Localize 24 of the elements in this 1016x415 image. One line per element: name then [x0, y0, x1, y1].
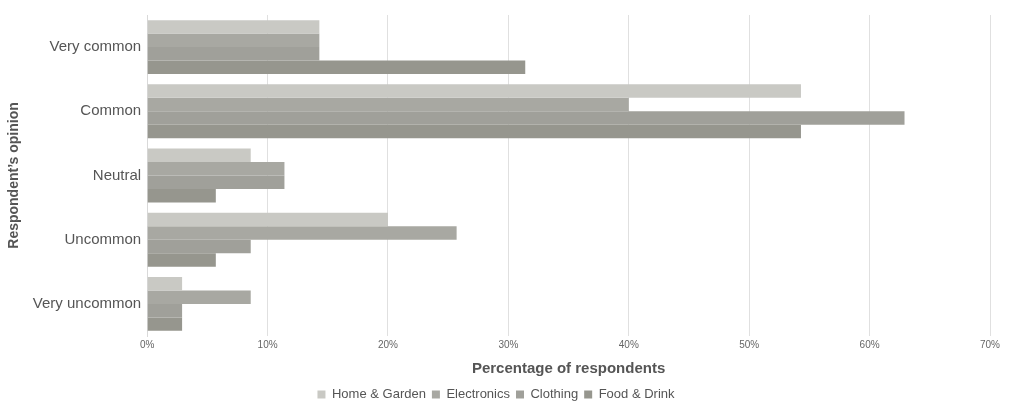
legend-label: Food & Drink	[598, 386, 676, 402]
bar	[147, 276, 183, 291]
y-axis-title: Respondent’s opinion	[5, 102, 22, 249]
legend-label: Clothing	[530, 386, 579, 402]
x-tick-label: 20%	[377, 338, 399, 350]
bar	[147, 148, 251, 163]
bar	[147, 212, 388, 227]
x-tick-label: 10%	[257, 338, 278, 350]
y-tick-label: Very uncommon	[32, 294, 142, 312]
x-tick-label: 50%	[739, 338, 760, 350]
x-tick-label: 70%	[979, 338, 1001, 350]
y-tick-label: Very common	[49, 37, 142, 55]
x-tick-label: 40%	[618, 338, 639, 350]
x-tick-label: 60%	[859, 338, 880, 350]
bar	[147, 84, 801, 98]
x-tick-label: 30%	[498, 338, 519, 350]
x-tick-label: 0%	[139, 338, 155, 350]
y-tick-label: Neutral	[92, 165, 142, 183]
bar	[147, 20, 320, 34]
legend-label: Electronics	[446, 386, 511, 402]
x-axis-title: Percentage of respondents	[471, 359, 666, 377]
y-tick-label: Uncommon	[64, 229, 142, 247]
y-tick-label: Common	[80, 101, 142, 119]
legend-label: Home & Garden	[331, 386, 426, 402]
